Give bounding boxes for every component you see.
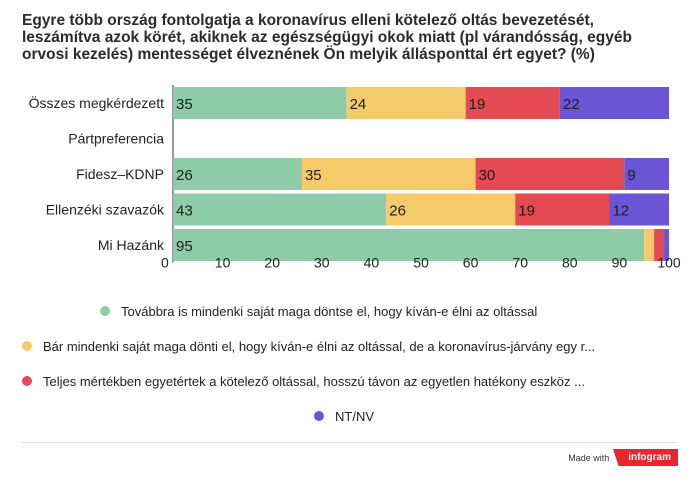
x-tick-label: 30 xyxy=(314,255,330,271)
data-label: 35 xyxy=(305,167,322,184)
legend-item[interactable]: NT/NV xyxy=(314,406,374,426)
legend-swatch xyxy=(314,411,324,421)
data-label: 26 xyxy=(176,167,193,184)
x-tick-label: 0 xyxy=(161,255,169,271)
stacked-bar-chart: Összes megkérdezett 35 24 19 22 Pártpreferenc… xyxy=(29,85,681,271)
x-tick-label: 60 xyxy=(463,255,479,271)
x-tick-label: 100 xyxy=(657,255,681,271)
bar-segment[interactable] xyxy=(465,87,560,119)
chart-title: Egyre több ország fontolgatja a koronaví… xyxy=(22,12,632,63)
bar-segment[interactable] xyxy=(644,229,655,261)
x-tick-label: 80 xyxy=(562,255,578,271)
bar-segment[interactable] xyxy=(346,87,466,119)
category-label: Összes megkérdezett xyxy=(29,94,164,111)
bar-segment[interactable] xyxy=(173,229,645,261)
footer-divider xyxy=(22,442,678,443)
data-label: 43 xyxy=(176,203,193,220)
data-label: 30 xyxy=(479,167,496,184)
data-label: 26 xyxy=(389,203,406,220)
bar-segment[interactable] xyxy=(173,193,387,226)
infogram-logo[interactable]: infogram xyxy=(613,449,678,467)
legend-item[interactable]: Teljes mértékben egyetértek a kötelező o… xyxy=(22,371,585,391)
x-tick-label: 40 xyxy=(364,255,380,271)
made-with-text: Made with xyxy=(568,452,610,463)
category-label: Ellenzéki szavazók xyxy=(46,202,165,218)
data-label: 19 xyxy=(469,96,486,113)
legend-swatch xyxy=(22,341,32,351)
data-label: 12 xyxy=(612,203,629,220)
legend-label: Bár mindenki saját maga dönti el, hogy k… xyxy=(43,338,596,354)
legend-label: Teljes mértékben egyetértek a kötelező o… xyxy=(43,373,585,389)
data-label: 35 xyxy=(176,96,193,113)
bar-segment[interactable] xyxy=(609,193,669,226)
data-label: 22 xyxy=(563,96,580,113)
bar-segment[interactable] xyxy=(515,193,610,226)
legend-swatch xyxy=(100,306,110,316)
x-tick-label: 10 xyxy=(215,255,231,271)
category-label: Mi Hazánk xyxy=(98,237,165,253)
footer: Made with infogram xyxy=(568,449,678,467)
bar-segment[interactable] xyxy=(559,87,669,119)
category-label: Fidesz–KDNP xyxy=(76,166,164,182)
x-tick-label: 90 xyxy=(612,255,628,271)
bar-segment[interactable] xyxy=(301,158,476,190)
bar-segment[interactable] xyxy=(654,229,665,261)
bar-segment[interactable] xyxy=(624,158,669,190)
legend-label: NT/NV xyxy=(335,408,374,424)
x-tick-label: 50 xyxy=(413,255,429,271)
x-tick-label: 20 xyxy=(264,255,280,271)
category-label: Pártpreferencia xyxy=(68,131,164,147)
bar-segment[interactable] xyxy=(475,158,625,190)
legend-item[interactable]: Továbbra is mindenki saját maga döntse e… xyxy=(100,301,537,321)
bar-segment[interactable] xyxy=(664,229,669,261)
data-label: 24 xyxy=(350,96,367,113)
legend-item[interactable]: Bár mindenki saját maga dönti el, hogy k… xyxy=(22,336,595,356)
bar-segment[interactable] xyxy=(173,87,347,119)
data-label: 95 xyxy=(176,238,193,255)
legend-label: Továbbra is mindenki saját maga döntse e… xyxy=(121,303,538,319)
data-label: 19 xyxy=(518,203,535,220)
x-tick-label: 70 xyxy=(512,255,528,271)
legend-swatch xyxy=(22,376,32,386)
bar-segment[interactable] xyxy=(386,193,516,226)
bar-segment[interactable] xyxy=(173,158,302,190)
data-label: 9 xyxy=(627,167,635,184)
